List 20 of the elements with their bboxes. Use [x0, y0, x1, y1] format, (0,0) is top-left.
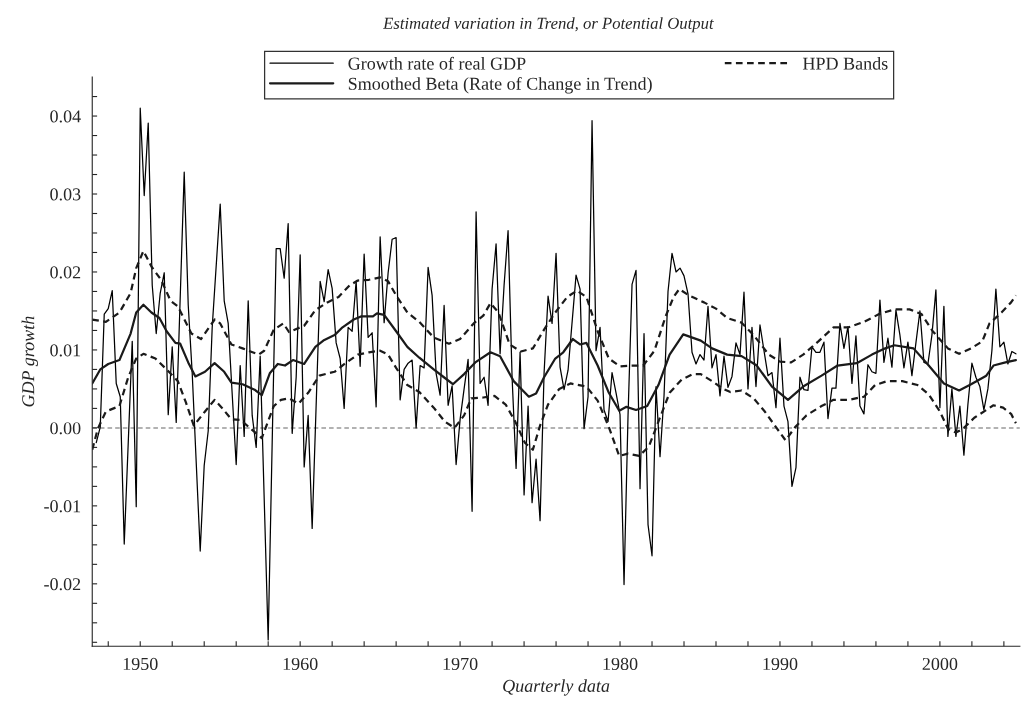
- y-tick-label: 0.02: [50, 266, 81, 279]
- legend-label: HPD Bands: [802, 56, 888, 70]
- legend-label: Smoothed Beta (Rate of Change in Trend): [348, 76, 652, 94]
- x-tick-label: 1950: [123, 657, 158, 671]
- y-tick-label: 0.03: [50, 188, 81, 201]
- y-tick-label: 0.01: [50, 344, 81, 357]
- x-axis-title: Quarterly data: [503, 679, 610, 696]
- y-axis-title: GDP growth: [21, 316, 38, 407]
- chart-title: Estimated variation in Trend, or Potential Output: [382, 17, 714, 33]
- x-tick-label: 1980: [603, 657, 638, 671]
- y-tick-label: 0.04: [50, 110, 81, 123]
- legend-label: Growth rate of real GDP: [348, 56, 526, 70]
- x-tick-label: 1960: [283, 657, 318, 671]
- y-tick-label: 0.00: [50, 422, 81, 435]
- x-tick-label: 1990: [763, 657, 798, 671]
- line-series: [95, 107, 1017, 641]
- y-tick-label: -0.02: [44, 578, 81, 591]
- x-tick-label: 2000: [922, 657, 958, 671]
- x-tick-label: 1970: [443, 657, 478, 671]
- y-tick-label: -0.01: [44, 500, 81, 513]
